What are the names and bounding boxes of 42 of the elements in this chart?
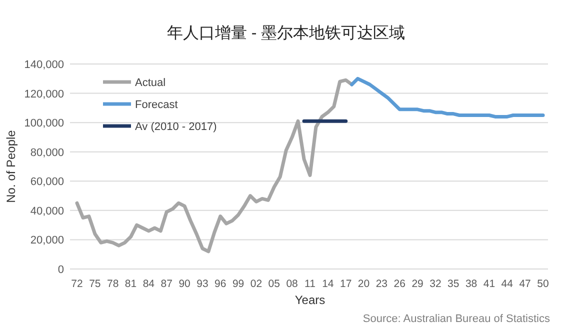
category-label: 35	[448, 278, 460, 290]
category-label: 32	[430, 278, 442, 290]
category-label: 26	[394, 278, 406, 290]
category-label: 99	[232, 278, 244, 290]
category-label: 29	[412, 278, 424, 290]
y-tick-label: 20,000	[30, 234, 64, 247]
category-label: 05	[268, 278, 280, 290]
category-label: 78	[107, 278, 119, 290]
chart-title: 年人口增量 - 墨尔本地铁可达区域	[166, 24, 406, 42]
legend-label: Av (2010 - 2017)	[135, 121, 217, 133]
legend-label: Actual	[135, 77, 166, 89]
category-label: 84	[142, 278, 155, 290]
category-label: 81	[124, 278, 137, 290]
category-label: 23	[376, 278, 388, 290]
source-note: Source: Australian Bureau of Statistics	[362, 313, 550, 325]
category-label: 87	[160, 278, 172, 290]
y-tick-label: 40,000	[30, 205, 64, 218]
category-label: 17	[340, 278, 352, 290]
y-tick-label: 120,000	[24, 88, 64, 100]
y-tick-label: 0	[58, 264, 64, 276]
category-label: 08	[286, 278, 298, 290]
category-label: 02	[250, 278, 262, 290]
y-tick-label: 140,000	[24, 59, 64, 71]
category-label: 20	[358, 278, 370, 290]
category-label: 96	[214, 278, 226, 290]
x-axis-title: Years	[294, 293, 326, 307]
category-label: 11	[304, 278, 316, 290]
category-label: 44	[501, 278, 513, 290]
category-label: 41	[483, 278, 496, 290]
y-tick-label: 100,000	[24, 118, 64, 130]
y-tick-label: 60,000	[30, 176, 64, 188]
category-label: 47	[519, 278, 531, 290]
category-label: 14	[322, 278, 334, 290]
category-label: 93	[196, 278, 208, 290]
y-tick-label: 80,000	[30, 146, 64, 159]
legend-label: Forecast	[135, 99, 178, 111]
y-axis-title: No. of People	[4, 130, 18, 203]
category-label: 72	[71, 278, 83, 290]
category-label: 50	[537, 278, 549, 290]
category-label: 90	[178, 278, 190, 290]
category-label: 38	[465, 278, 478, 290]
category-label: 75	[89, 278, 101, 290]
